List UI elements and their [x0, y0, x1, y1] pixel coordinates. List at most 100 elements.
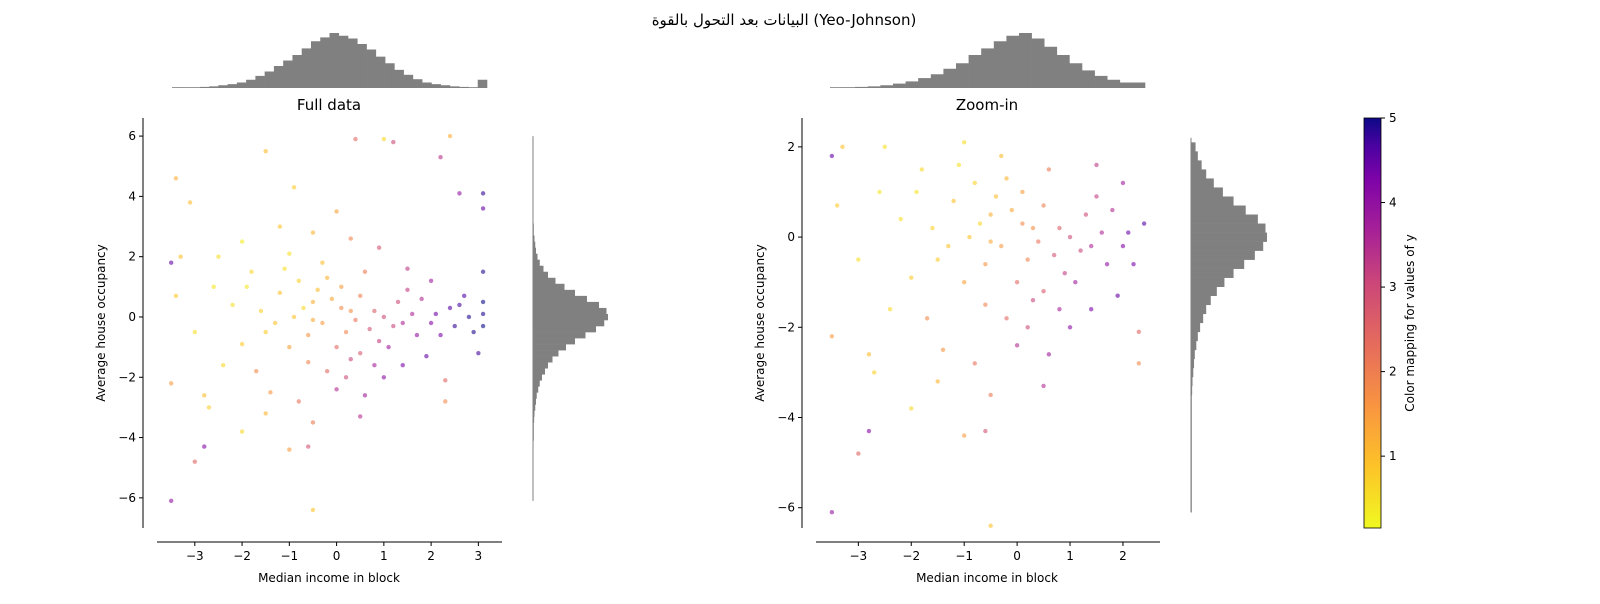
y-histogram-bar	[1191, 376, 1193, 387]
x-axis-label: Median income in block	[258, 571, 400, 585]
scatter-point	[428, 320, 434, 326]
scatter-point	[239, 341, 245, 347]
scatter-point	[320, 260, 325, 265]
y-histogram-bar	[1191, 277, 1225, 287]
scatter-point	[447, 305, 453, 311]
y-histogram-bar	[533, 374, 542, 381]
y-histogram-bar	[533, 301, 599, 309]
x-histogram-bar	[264, 71, 275, 88]
scatter-point	[343, 375, 349, 380]
y-tick-label: −6	[777, 501, 795, 515]
scatter-point	[367, 326, 372, 332]
y-tick-label: 6	[128, 129, 136, 143]
x-histogram-bar	[1019, 33, 1032, 88]
scatter-point	[1094, 194, 1099, 199]
x-histogram-bar	[1119, 82, 1133, 88]
scatter-point	[438, 332, 443, 338]
x-histogram-bar	[993, 41, 1007, 88]
y-histogram-bar	[1191, 349, 1195, 360]
scatter-point	[866, 428, 872, 434]
x-histogram-bar	[199, 86, 210, 88]
scatter-point	[887, 307, 893, 312]
y-histogram-bar	[533, 368, 545, 375]
scatter-point	[438, 154, 443, 160]
x-histogram-bar	[893, 83, 906, 88]
panel-zoom-in: Zoom-in Median income in block Average h…	[753, 33, 1267, 585]
scatter-point	[306, 332, 311, 338]
scatter-point	[909, 275, 914, 280]
x-tick-label: −3	[186, 549, 204, 563]
scatter-point	[924, 316, 930, 321]
y-histogram-bar	[533, 259, 540, 267]
scatter-point	[329, 296, 335, 302]
x-tick-label: −1	[955, 549, 973, 563]
x-histogram-bar	[1132, 82, 1146, 88]
scatter-point	[277, 224, 283, 229]
scatter-point	[1136, 329, 1142, 334]
y-histogram-bar	[1191, 142, 1196, 152]
x-tick-label: 3	[475, 549, 483, 563]
y-tick-label: −2	[777, 320, 795, 334]
y-histogram-bar	[533, 307, 607, 315]
scatter-point	[400, 320, 405, 326]
x-histogram-bar	[236, 82, 247, 88]
scatter-point	[381, 136, 387, 142]
x-histogram-bar	[867, 86, 881, 88]
y-histogram-bar	[533, 319, 605, 327]
scatter-point	[324, 275, 330, 280]
scatter-point	[263, 411, 268, 416]
scatter-point	[457, 302, 462, 308]
scatter-point	[358, 414, 363, 419]
scatter-point	[339, 284, 344, 290]
x-histogram-bar	[905, 81, 919, 88]
scatter-point	[951, 198, 956, 204]
scatter-point	[202, 393, 207, 398]
x-histogram-bar	[842, 87, 856, 88]
scatter-point	[263, 148, 268, 154]
scatter-point	[419, 296, 424, 302]
scatter-point	[480, 206, 486, 211]
y-histogram-bar	[533, 338, 575, 345]
scatter-point	[930, 225, 935, 231]
scatter-point	[856, 451, 861, 456]
x-histogram-bar	[172, 87, 182, 88]
scatter-point	[1131, 261, 1136, 267]
x-histogram-bar	[273, 66, 284, 88]
y-tick-label: 0	[787, 230, 795, 244]
y-histogram-bar	[533, 265, 544, 273]
scatter-point	[914, 189, 919, 195]
scatter-point	[173, 293, 179, 299]
y-histogram-bar	[1191, 385, 1193, 396]
y-histogram-bar	[1191, 151, 1198, 161]
y-histogram-bar	[533, 326, 596, 333]
y-histogram-bar	[1191, 232, 1267, 242]
scatter-point	[244, 284, 249, 290]
scatter-point	[372, 308, 377, 314]
x-histogram-bar	[968, 55, 982, 88]
x-tick-label: −2	[233, 549, 251, 563]
x-tick-label: −1	[280, 549, 298, 563]
scatter-point	[301, 305, 306, 311]
scatter-point	[381, 314, 387, 320]
x-tick-label: 1	[380, 549, 388, 563]
scatter-point	[946, 243, 951, 249]
scatter-point	[1057, 225, 1062, 231]
y-tick-label: 2	[128, 250, 136, 264]
scatter-point	[178, 254, 183, 259]
scatter-point	[1083, 212, 1089, 217]
scatter-point	[829, 334, 835, 339]
scatter-point	[310, 230, 316, 235]
scatter-point	[834, 203, 840, 208]
scatter-point	[999, 153, 1004, 159]
scatter-point	[1041, 383, 1046, 389]
y-tick-label: −4	[777, 410, 795, 424]
colorbar-label: Color mapping for values of y	[1403, 234, 1417, 411]
scatter-point	[977, 221, 983, 226]
scatter-point	[358, 293, 363, 299]
y-histogram-bar	[1191, 358, 1195, 369]
scatter-point	[306, 359, 311, 365]
scatter-point	[249, 269, 254, 274]
y-histogram-bar	[1191, 304, 1207, 315]
scatter-point	[961, 140, 967, 145]
scatter-point	[1104, 261, 1110, 267]
